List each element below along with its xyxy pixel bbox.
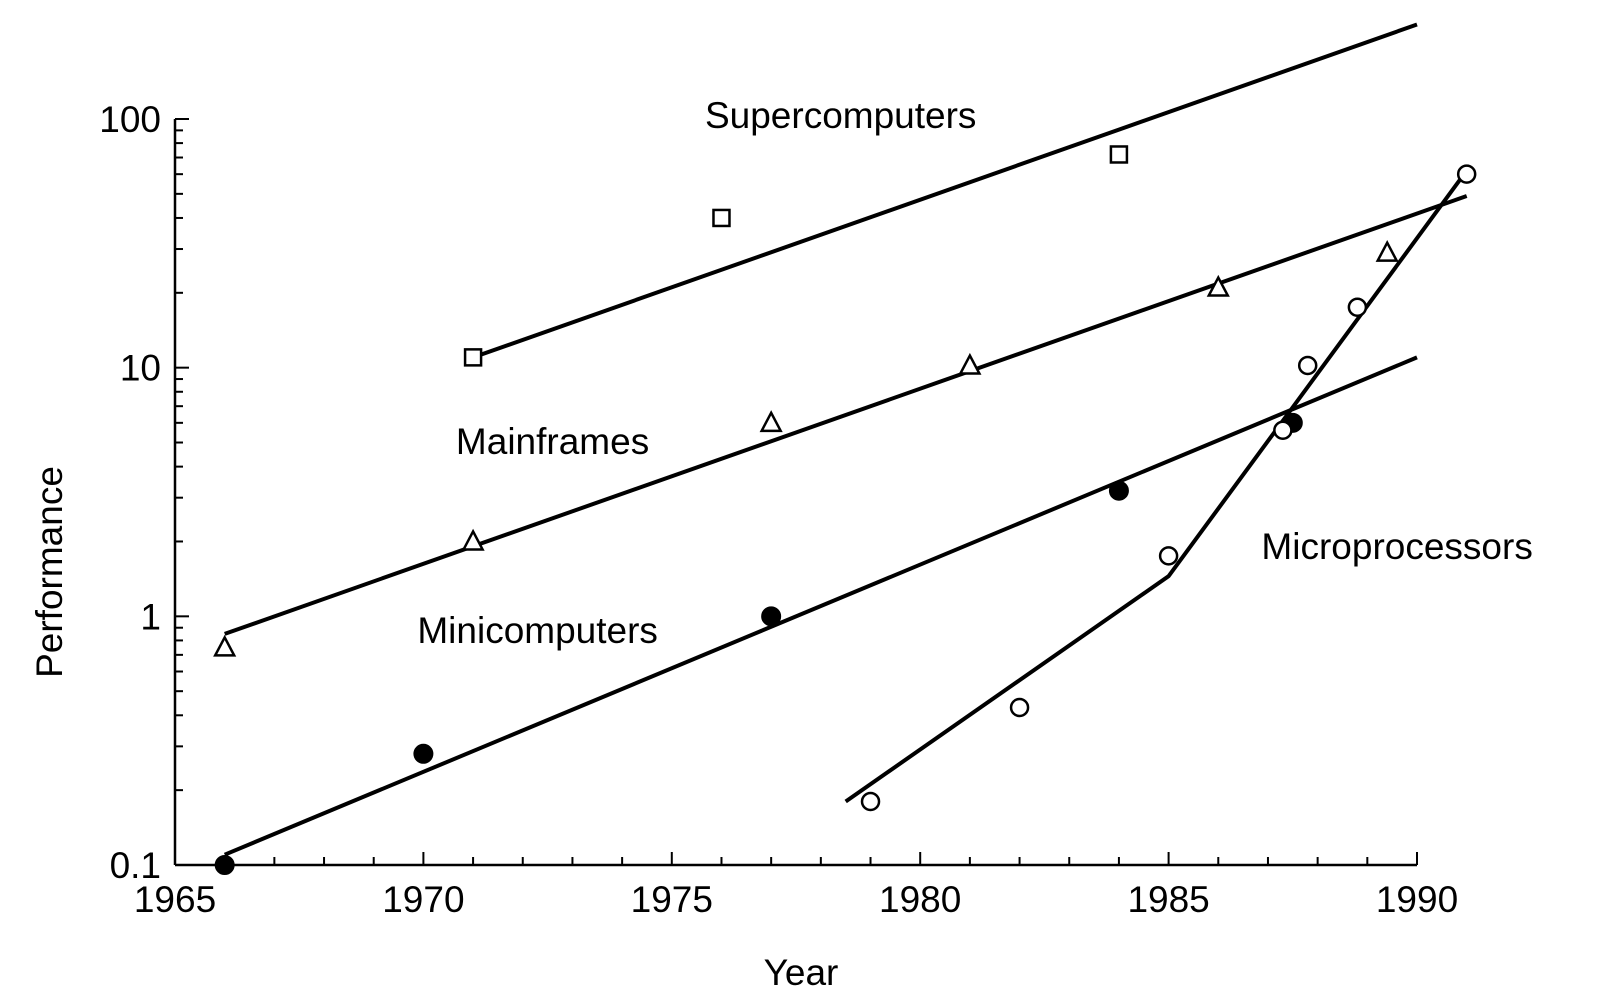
x-tick-label: 1965 (134, 879, 216, 920)
y-tick-label: 100 (99, 99, 161, 140)
minicomputers-point (761, 606, 782, 627)
minicomputers-label: Minicomputers (417, 610, 658, 651)
microprocessors-point (1297, 355, 1318, 376)
mainframes-label: Mainframes (456, 421, 649, 462)
supercomputers-point (1109, 145, 1129, 164)
y-axis-title: Performance (29, 466, 70, 678)
series-labels: Supercomputers Mainframes Minicomputers Mic… (417, 95, 1532, 651)
y-tick-label: 1 (140, 596, 161, 637)
mainframes-point (958, 352, 982, 375)
supercomputers-point (712, 208, 731, 228)
chart-axes: 1965 1970 1975 1980 1985 1990 0.1 1 10 100 (99, 99, 1458, 920)
microprocessors-point (1273, 420, 1293, 441)
microprocessors-label: Microprocessors (1261, 526, 1532, 567)
mainframes-point (213, 634, 237, 657)
y-tick-label: 0.1 (110, 845, 161, 886)
x-tick-label: 1980 (879, 879, 961, 920)
x-tick-label: 1970 (382, 879, 464, 920)
x-tick-label: 1985 (1127, 879, 1209, 920)
minicomputers-point (214, 855, 235, 875)
supercomputers-label: Supercomputers (705, 95, 976, 136)
x-tick-label: 1975 (631, 879, 713, 920)
x-tick-label: 1990 (1376, 879, 1458, 920)
microprocessors-trend-line (844, 169, 1469, 804)
mainframes-trend-line (224, 194, 1468, 636)
trend-lines (223, 22, 1469, 857)
mainframes-point (759, 410, 783, 433)
minicomputers-trend-line (223, 355, 1418, 857)
microprocessors-point (860, 791, 881, 812)
minicomputers-point (413, 743, 434, 764)
mainframes-point (1206, 274, 1230, 297)
microprocessors-point (1456, 164, 1477, 184)
mainframes-point (1375, 240, 1399, 262)
y-tick-label: 10 (120, 348, 161, 389)
x-axis-title: Year (764, 952, 839, 993)
minicomputers-point (1108, 480, 1129, 501)
mainframes-point (461, 528, 485, 551)
data-points (213, 145, 1477, 875)
supercomputers-point (463, 348, 483, 367)
supercomputers-trend-line (472, 22, 1418, 360)
microprocessors-point (1009, 697, 1030, 718)
microprocessors-point (1158, 546, 1179, 566)
microprocessors-point (1347, 297, 1368, 317)
